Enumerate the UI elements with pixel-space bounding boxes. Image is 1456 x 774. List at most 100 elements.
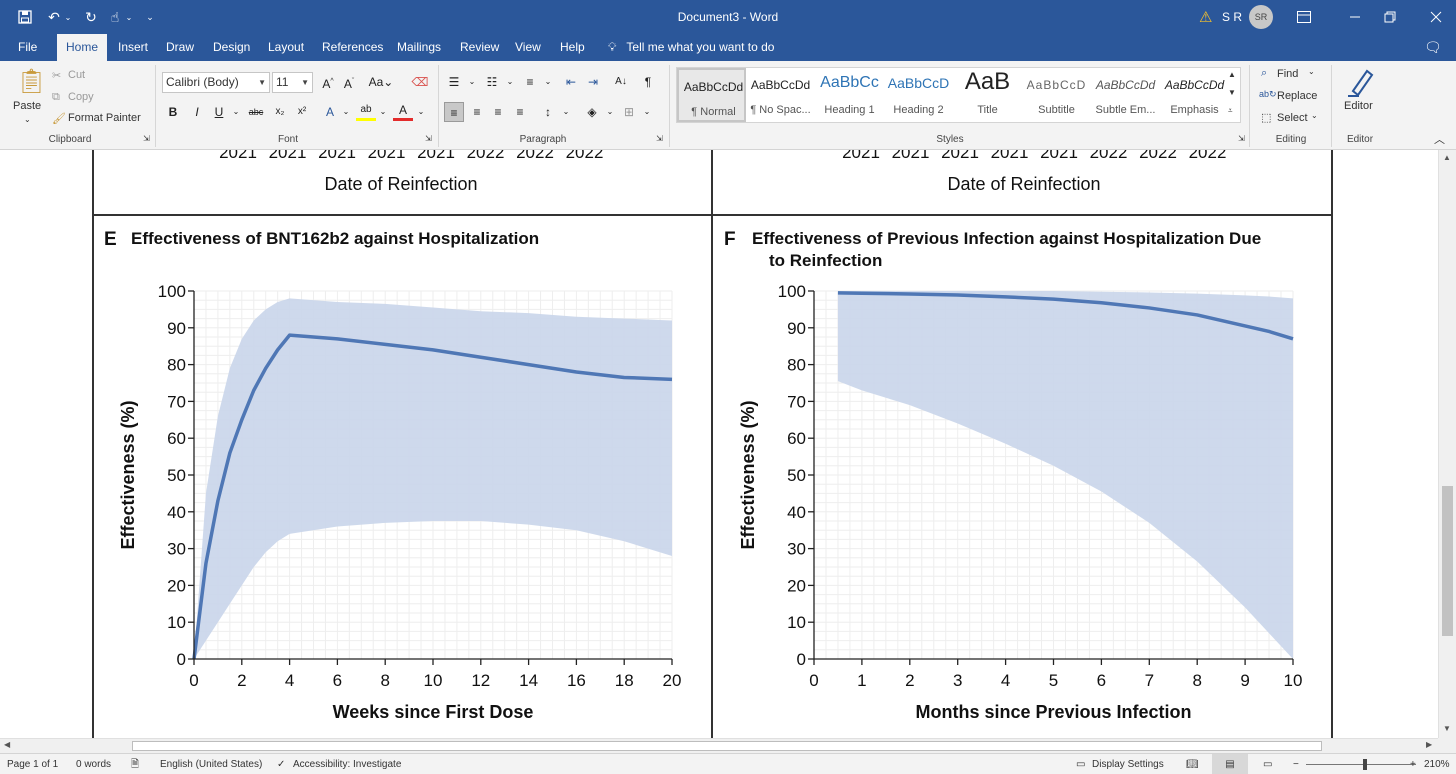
close-icon[interactable] — [1425, 0, 1447, 34]
style-subtitle[interactable]: AaBbCcD Subtitle — [1022, 68, 1091, 122]
zoom-in-icon[interactable]: + — [1410, 759, 1416, 770]
multilevel-dropdown-icon[interactable]: ⌄ — [544, 77, 552, 86]
numbering-icon[interactable]: ☷ — [486, 75, 498, 89]
tab-help[interactable]: Help — [560, 40, 585, 54]
read-mode-icon[interactable]: 📖︎ — [1186, 759, 1199, 770]
increase-indent-icon[interactable]: ⇥ — [587, 75, 599, 89]
bullets-dropdown-icon[interactable]: ⌄ — [468, 77, 476, 86]
tell-me-search[interactable]: 💡︎ Tell me what you want to do — [608, 34, 774, 61]
borders-dropdown-icon[interactable]: ⌄ — [643, 107, 651, 116]
minimize-icon[interactable] — [1344, 0, 1366, 34]
multilevel-list-icon[interactable]: ≡ — [526, 75, 534, 89]
user-initials[interactable]: S R — [1222, 10, 1243, 24]
accessibility-icon[interactable]: ✓ — [277, 759, 286, 770]
paste-icon[interactable]: 📋︎ — [16, 68, 47, 95]
bold-icon[interactable]: B — [168, 105, 178, 119]
italic-icon[interactable]: I — [195, 105, 199, 119]
line-spacing-icon[interactable]: ↕ — [545, 105, 551, 119]
touch-dropdown-icon[interactable]: ⌄ — [125, 12, 133, 22]
underline-icon[interactable]: U — [214, 105, 224, 119]
font-color-icon[interactable]: A — [393, 102, 413, 121]
grow-font-icon[interactable]: A^ — [322, 77, 334, 91]
restore-icon[interactable] — [1379, 0, 1401, 34]
display-settings-icon[interactable]: ▭ — [1076, 759, 1086, 770]
style-heading-1[interactable]: AaBbCc Heading 1 — [815, 68, 884, 122]
tab-references[interactable]: References — [322, 40, 384, 54]
zoom-slider[interactable] — [1306, 764, 1416, 765]
align-right-icon[interactable]: ≡ — [494, 105, 502, 119]
line-spacing-dropdown-icon[interactable]: ⌄ — [562, 107, 570, 116]
shading-dropdown-icon[interactable]: ⌄ — [606, 107, 614, 116]
collapse-ribbon-icon[interactable]: ︿ — [1434, 134, 1445, 146]
tab-draw[interactable]: Draw — [166, 40, 195, 54]
style-subtle-emphasis[interactable]: AaBbCcDd Subtle Em... — [1091, 68, 1160, 122]
styles-scroll-up-icon[interactable]: ▲ — [1228, 70, 1236, 79]
format-painter-button[interactable]: Format Painter — [68, 112, 141, 124]
zoom-level[interactable]: 210% — [1424, 759, 1450, 770]
subscript-icon[interactable]: x₂ — [275, 106, 285, 117]
vertical-scrollbar[interactable]: ▲ ▼ — [1438, 150, 1456, 738]
replace-button[interactable]: Replace — [1277, 90, 1318, 102]
show-paragraph-marks-icon[interactable]: ¶ — [644, 75, 652, 89]
avatar[interactable]: SR — [1249, 5, 1273, 29]
tab-home[interactable]: Home — [57, 34, 108, 61]
comments-icon[interactable]: 🗨︎ — [1424, 39, 1442, 55]
select-dropdown-icon[interactable]: ⌄ — [1311, 111, 1318, 120]
align-center-icon[interactable]: ≡ — [473, 105, 481, 119]
style-emphasis[interactable]: AaBbCcDd Emphasis — [1160, 68, 1229, 122]
zoom-out-icon[interactable]: − — [1293, 759, 1299, 770]
highlight-dropdown-icon[interactable]: ⌄ — [379, 107, 387, 116]
decrease-indent-icon[interactable]: ⇤ — [565, 75, 577, 89]
text-effects-dropdown-icon[interactable]: ⌄ — [342, 107, 350, 116]
change-case-icon[interactable]: Aa⌄ — [368, 75, 394, 89]
tab-file[interactable]: File — [18, 40, 38, 54]
select-button[interactable]: Select — [1277, 112, 1308, 124]
shading-icon[interactable]: ◈ — [587, 105, 597, 119]
scroll-up-icon[interactable]: ▲ — [1443, 153, 1451, 162]
save-icon[interactable] — [14, 0, 36, 34]
scroll-down-icon[interactable]: ▼ — [1443, 724, 1451, 733]
strikethrough-icon[interactable]: abc — [248, 107, 264, 117]
copy-button[interactable]: Copy — [68, 91, 94, 103]
style-no-spacing[interactable]: AaBbCcDd ¶ No Spac... — [746, 68, 815, 122]
sort-icon[interactable]: A↓ — [615, 76, 627, 87]
underline-dropdown-icon[interactable]: ⌄ — [232, 107, 240, 116]
page-count[interactable]: Page 1 of 1 — [7, 759, 59, 770]
proofing-icon[interactable]: 🗎 — [131, 759, 140, 770]
scroll-right-icon[interactable]: ▶ — [1426, 740, 1433, 749]
word-count[interactable]: 0 words — [76, 759, 112, 770]
undo-dropdown-icon[interactable]: ⌄ — [64, 12, 72, 22]
display-settings[interactable]: Display Settings — [1092, 759, 1164, 770]
paste-dropdown-icon[interactable]: ⌄ — [24, 115, 31, 124]
font-name-select[interactable]: Calibri (Body) ▼ — [162, 72, 270, 93]
tab-layout[interactable]: Layout — [268, 40, 305, 54]
scroll-left-icon[interactable]: ◀ — [4, 740, 11, 749]
style-title[interactable]: AaB Title — [953, 68, 1022, 122]
style-heading-2[interactable]: AaBbCcD Heading 2 — [884, 68, 953, 122]
styles-scroll-down-icon[interactable]: ▼ — [1228, 88, 1236, 97]
font-color-dropdown-icon[interactable]: ⌄ — [417, 107, 425, 116]
align-left-icon[interactable]: ≡ — [444, 102, 464, 122]
undo-icon[interactable]: ↶ — [48, 8, 60, 25]
scrollbar-thumb[interactable] — [1442, 486, 1453, 636]
tab-mailings[interactable]: Mailings — [397, 40, 442, 54]
justify-icon[interactable]: ≡ — [516, 105, 524, 119]
tab-design[interactable]: Design — [213, 40, 251, 54]
editor-pen-icon[interactable] — [1345, 65, 1375, 100]
shrink-font-icon[interactable]: Aˇ — [343, 77, 355, 91]
style-normal[interactable]: AaBbCcDd ¶ Normal — [677, 68, 746, 122]
tab-insert[interactable]: Insert — [118, 40, 149, 54]
paragraph-launcher-icon[interactable]: ⇲ — [656, 134, 663, 143]
zoom-slider-thumb[interactable] — [1363, 759, 1367, 770]
print-layout-icon[interactable]: ▤ — [1212, 754, 1248, 774]
bullets-icon[interactable]: ☰ — [448, 75, 460, 89]
clear-formatting-icon[interactable]: ⌫ — [411, 75, 429, 89]
superscript-icon[interactable]: x² — [297, 106, 307, 117]
redo-icon[interactable]: ↻ — [85, 8, 97, 25]
highlight-icon[interactable]: ab — [356, 102, 376, 121]
numbering-dropdown-icon[interactable]: ⌄ — [506, 77, 514, 86]
tab-review[interactable]: Review — [460, 40, 500, 54]
customize-toolbar-icon[interactable]: ⌄ — [146, 11, 154, 22]
ribbon-display-icon[interactable] — [1293, 0, 1315, 34]
styles-launcher-icon[interactable]: ⇲ — [1238, 134, 1245, 143]
